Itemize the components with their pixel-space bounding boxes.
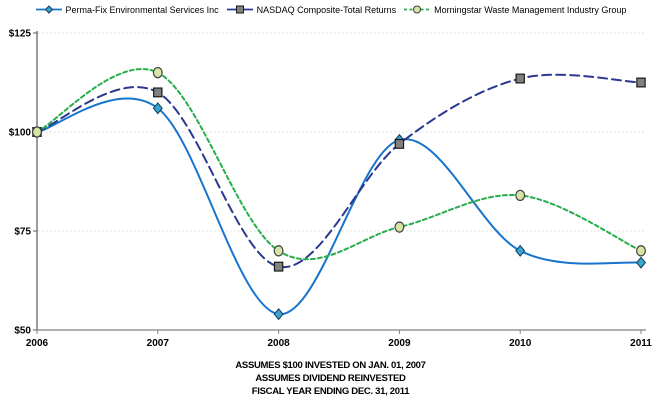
legend-label: Morningstar Waste Management Industry Gr…	[434, 4, 627, 15]
legend-key-square-icon	[226, 5, 253, 14]
marker-square-nasdaq-composite-total-returns	[394, 138, 405, 149]
marker-square-nasdaq-composite-total-returns	[153, 87, 163, 98]
marker-diamond-perma-fix-environmental-services-inc	[635, 256, 647, 269]
diamond-marker-icon	[44, 5, 53, 14]
x-tick-label: 2010	[509, 338, 532, 349]
legend-item-nasdaq-composite-total-returns[interactable]: NASDAQ Composite-Total Returns	[226, 4, 397, 15]
marker-circle-morningstar-waste-management-industry-group	[515, 189, 526, 202]
marker-circle-morningstar-waste-management-industry-group	[32, 126, 42, 138]
marker-circle-morningstar-waste-management-industry-group	[152, 66, 163, 79]
legend-key-diamond-icon	[35, 5, 62, 14]
marker-square-nasdaq-composite-total-returns	[515, 73, 525, 84]
legend-label: Perma-Fix Environmental Services Inc	[65, 4, 219, 15]
chart-footnotes: ASSUMES $100 INVESTED ON JAN. 01, 2007 A…	[0, 359, 661, 398]
marker-square-nasdaq-composite-total-returns	[636, 77, 646, 88]
y-tick-label: $50	[14, 326, 31, 337]
marker-circle-morningstar-waste-management-industry-group	[636, 245, 646, 257]
x-tick-label: 2007	[147, 338, 170, 349]
chart-legend: Perma-Fix Environmental Services Inc NASD…	[0, 2, 661, 17]
x-tick-label: 2009	[388, 338, 411, 349]
footnote-line-1: ASSUMES $100 INVESTED ON JAN. 01, 2007	[235, 360, 426, 371]
y-tick-label: $75	[14, 227, 31, 238]
series-line-nasdaq-composite-total-returns	[36, 73, 642, 268]
legend-label: NASDAQ Composite-Total Returns	[256, 4, 397, 15]
marker-square-nasdaq-composite-total-returns	[273, 261, 284, 272]
series-line-perma-fix-environmental-services-inc	[36, 97, 642, 316]
footnote-line-2: ASSUMES DIVIDEND REINVESTED	[255, 373, 406, 384]
x-tick-label: 2008	[267, 338, 290, 349]
footnote-line-3: FISCAL YEAR ENDING DEC. 31, 2011	[251, 386, 410, 397]
marker-diamond-perma-fix-environmental-services-inc	[515, 244, 526, 257]
marker-circle-morningstar-waste-management-industry-group	[394, 221, 405, 233]
marker-circle-morningstar-waste-management-industry-group	[273, 245, 284, 257]
x-tick-label: 2006	[26, 338, 49, 349]
marker-diamond-perma-fix-environmental-services-inc	[273, 308, 284, 321]
legend-item-perma-fix-environmental-services-inc[interactable]: Perma-Fix Environmental Services Inc	[35, 4, 219, 15]
legend-item-morningstar-waste-management-industry-group[interactable]: Morningstar Waste Management Industry Gr…	[403, 4, 626, 15]
x-tick-label: 2011	[630, 338, 652, 349]
legend-key-circle-icon	[404, 5, 431, 14]
square-marker-icon	[235, 5, 244, 14]
y-tick-label: $125	[9, 29, 32, 40]
circle-marker-icon	[413, 5, 422, 14]
y-tick-label: $100	[9, 128, 32, 139]
marker-diamond-perma-fix-environmental-services-inc	[152, 102, 163, 115]
